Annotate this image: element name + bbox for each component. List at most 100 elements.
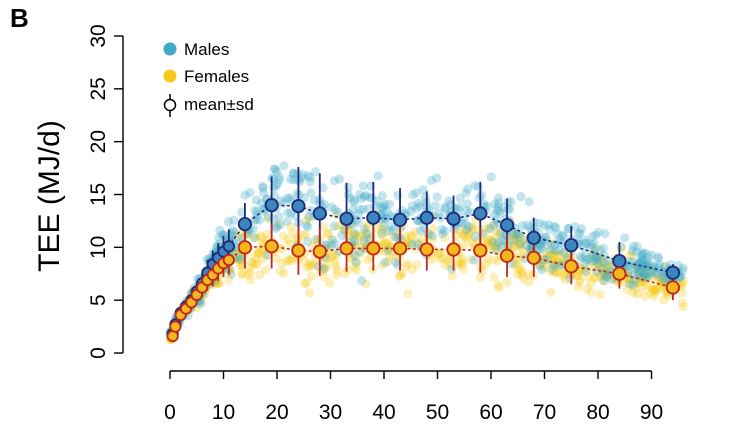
male-data-point: [432, 192, 442, 202]
male-data-point: [489, 220, 499, 230]
male-data-point: [391, 257, 401, 267]
female-data-point: [326, 252, 336, 263]
female-data-point: [213, 278, 223, 288]
male-data-point: [380, 199, 390, 209]
female-data-point: [517, 270, 528, 280]
female-data-point: [454, 257, 464, 267]
female-data-point: [601, 268, 611, 278]
female-data-point: [305, 260, 315, 270]
legend-meansd-label: mean±sd: [184, 95, 254, 114]
female-data-point: [511, 241, 521, 251]
female-data-point: [510, 236, 520, 246]
female-data-point: [404, 238, 414, 248]
male-data-point: [509, 235, 519, 245]
male-data-point: [654, 260, 665, 270]
male-data-point: [278, 198, 289, 208]
female-data-point: [640, 291, 650, 301]
male-data-point: [620, 233, 630, 243]
female-data-point: [597, 256, 607, 266]
male-data-point: [503, 240, 513, 250]
y-tick-label: 30: [87, 24, 110, 47]
female-data-point: [573, 270, 584, 280]
male-data-point: [577, 224, 587, 234]
male-data-point: [215, 225, 225, 235]
females-mean-point: [473, 243, 488, 258]
female-data-point: [285, 239, 295, 249]
male-data-point: [263, 212, 273, 222]
female-data-point: [465, 226, 475, 236]
female-data-point: [596, 271, 606, 281]
female-data-point: [367, 231, 377, 242]
male-data-point: [440, 202, 450, 212]
female-data-point: [353, 231, 363, 241]
female-data-point: [647, 284, 658, 294]
male-data-point: [269, 164, 279, 174]
male-data-point: [303, 171, 313, 181]
males-mean-point: [419, 210, 434, 225]
female-data-point: [283, 235, 293, 245]
female-data-point: [456, 227, 466, 237]
male-data-point: [359, 192, 370, 202]
female-data-point: [407, 264, 417, 274]
female-data-point: [237, 270, 247, 280]
male-data-point: [330, 239, 340, 249]
female-data-point: [488, 221, 498, 231]
female-data-point: [377, 220, 387, 231]
female-data-point: [590, 273, 600, 283]
male-data-point: [462, 199, 472, 209]
female-data-point: [518, 245, 528, 255]
female-data-point: [225, 265, 235, 276]
male-data-point: [430, 201, 440, 211]
female-data-point: [486, 240, 496, 250]
male-data-point: [544, 220, 554, 230]
female-data-point: [545, 251, 555, 261]
male-data-point: [329, 221, 339, 231]
female-data-point: [638, 269, 648, 279]
male-data-point: [580, 251, 590, 261]
male-data-point: [522, 220, 533, 230]
female-data-point: [440, 260, 450, 270]
male-data-point: [279, 161, 289, 171]
male-data-point: [540, 232, 550, 242]
female-data-point: [677, 288, 687, 298]
male-data-point: [541, 236, 551, 246]
male-data-point: [632, 247, 642, 257]
male-data-point: [627, 246, 638, 256]
male-data-point: [326, 240, 336, 250]
male-data-point: [383, 245, 393, 255]
female-data-point: [633, 289, 643, 299]
male-data-point: [496, 242, 506, 252]
female-data-point: [589, 261, 600, 271]
female-data-point: [634, 265, 644, 275]
male-data-point: [350, 229, 360, 239]
female-data-point: [361, 279, 371, 289]
male-data-point: [488, 237, 498, 247]
female-data-point: [377, 224, 387, 235]
male-data-point: [536, 244, 546, 254]
males-mean-point: [612, 253, 627, 269]
legend: Males Females mean±sd: [163, 40, 254, 117]
female-data-point: [641, 276, 651, 286]
male-data-point: [653, 253, 663, 263]
female-data-point: [397, 268, 407, 279]
female-data-point: [378, 237, 388, 247]
male-data-point: [493, 202, 503, 212]
female-data-point: [654, 275, 664, 285]
female-data-point: [602, 261, 613, 271]
female-data-point: [458, 230, 468, 240]
male-data-point: [380, 257, 390, 267]
female-data-point: [628, 288, 638, 298]
males-mean-point: [366, 210, 381, 225]
female-data-point: [276, 266, 286, 276]
male-data-point: [379, 221, 389, 231]
female-data-point: [404, 236, 414, 246]
female-data-point: [305, 213, 315, 223]
male-data-point: [450, 203, 460, 214]
male-data-point: [549, 240, 559, 251]
female-data-point: [650, 284, 660, 294]
male-data-point: [650, 268, 660, 278]
female-data-point: [643, 268, 653, 278]
male-data-point: [258, 183, 268, 193]
female-data-point: [447, 271, 457, 281]
male-data-point: [358, 181, 368, 191]
